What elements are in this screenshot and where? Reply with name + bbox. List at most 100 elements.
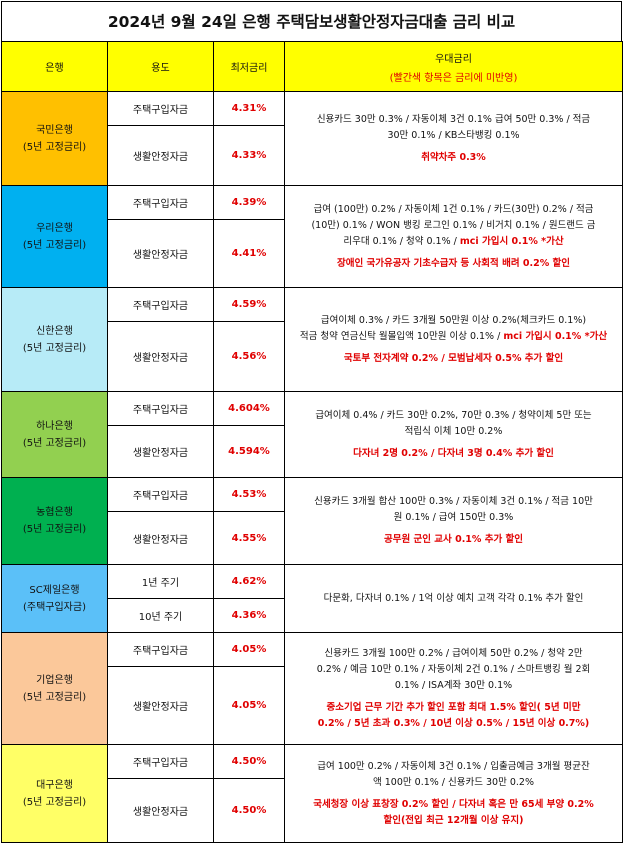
bank-rate-type: (주택구입자금)	[22, 601, 86, 613]
benefit-line: (10만) 0.1% / WON 뱅킹 로그인 0.1% / 비거치 0.1% …	[311, 219, 596, 231]
benefit-extra-line: 국토부 전자계약 0.2% / 모범납세자 0.5% 추가 할인	[343, 352, 564, 364]
bank-rate-type: (5년 고정금리)	[22, 239, 87, 251]
page-title: 2024년 9월 24일 은행 주택담보생활안정자금대출 금리 비교	[1, 1, 622, 41]
header-benefit: 우대금리 (빨간색 항목은 금리에 미반영)	[284, 41, 623, 92]
min-rate-cell: 4.50%	[213, 778, 285, 843]
usage-cell: 주택구입자금	[107, 185, 214, 220]
bank-name: SC제일은행	[29, 584, 80, 596]
bank-row: SC제일은행 (주택구입자금) 1년 주기 4.62% 다문화, 다자녀 0.1% / …	[1, 564, 623, 633]
benefit-line: 급여 (100만) 0.2% / 자동이체 1건 0.1% / 카드(30만) …	[313, 203, 594, 215]
benefit-line: 적립식 이체 10만 0.2%	[404, 425, 503, 437]
min-rate-cell: 4.59%	[213, 287, 285, 322]
bank-rate-type: (5년 고정금리)	[22, 796, 87, 808]
min-rate-cell: 4.50%	[213, 744, 285, 779]
usage-cell: 주택구입자금	[107, 91, 214, 126]
benefit-text: 신용카드 3개월 합산 100만 0.3% / 자동이체 3건 0.1% / 적…	[291, 494, 616, 526]
bank-row: 10년 주기 4.36%	[2, 598, 623, 633]
min-rate-cell: 4.33%	[213, 125, 285, 186]
benefit-extra-discount: 취약차주 0.3%	[291, 150, 616, 166]
bank-name: 대구은행	[36, 779, 73, 791]
benefit-extra-line: 취약차주 0.3%	[421, 151, 486, 163]
bank-row: 생활안정자금 4.55%	[2, 511, 623, 565]
usage-cell: 생활안정자금	[107, 321, 214, 392]
min-rate-cell: 4.41%	[213, 219, 285, 288]
min-rate-cell: 4.55%	[213, 511, 285, 565]
header-bank: 은행	[1, 41, 108, 92]
benefit-line: 급여 100만 0.2% / 자동이체 3건 0.1% / 입출금예금 3개월 …	[317, 760, 590, 772]
bank-row: 생활안정자금 4.33%	[2, 125, 623, 186]
benefit-text: 다문화, 다자녀 0.1% / 1억 이상 예치 고객 각각 0.1% 추가 할…	[291, 591, 616, 607]
benefit-extra-line: 공무원 군인 교사 0.1% 추가 할인	[383, 534, 524, 545]
benefit-cell: 급여 (100만) 0.2% / 자동이체 1건 0.1% / 카드(30만) …	[284, 185, 623, 288]
benefit-extra-discount: 국토부 전자계약 0.2% / 모범납세자 0.5% 추가 할인	[291, 351, 616, 367]
bank-name: 국민은행	[36, 124, 73, 136]
header-benefit-label: 우대금리	[435, 53, 472, 65]
bank-name-cell: SC제일은행 (주택구입자금)	[1, 564, 108, 633]
bank-name: 농협은행	[36, 507, 73, 518]
benefit-extra: mci 가입시 0.1% *가산	[503, 330, 608, 342]
benefit-cell: 급여이체 0.3% / 카드 3개월 50만원 이상 0.2%(체크카드 0.1…	[284, 287, 623, 392]
header-usage: 용도	[107, 41, 214, 92]
rate-table: 은행 용도 최저금리 우대금리 (빨간색 항목은 금리에 미반영) 국민은행 (5…	[1, 41, 623, 843]
bank-row: 대구은행 (5년 고정금리) 주택구입자금 4.50% 급여 100만 0.2% / 자…	[1, 744, 623, 843]
bank-rate-type: (5년 고정금리)	[22, 524, 87, 535]
bank-name-cell: 우리은행 (5년 고정금리)	[1, 185, 108, 288]
min-rate-cell: 4.05%	[213, 666, 285, 745]
bank-row: 농협은행 (5년 고정금리) 주택구입자금 4.53% 신용카드 3개월 합산 100만…	[1, 477, 623, 565]
usage-cell: 1년 주기	[107, 564, 214, 599]
bank-row: 생활안정자금 4.41%	[2, 219, 623, 288]
bank-name-cell: 국민은행 (5년 고정금리)	[1, 91, 108, 186]
bank-name-cell: 대구은행 (5년 고정금리)	[1, 744, 108, 843]
header-row: 은행 용도 최저금리 우대금리 (빨간색 항목은 금리에 미반영)	[1, 41, 623, 92]
rate-comparison-sheet: 2024년 9월 24일 은행 주택담보생활안정자금대출 금리 비교 은행 용도…	[1, 1, 623, 843]
bank-rate-type: (5년 고정금리)	[22, 437, 87, 449]
bank-name-cell: 하나은행 (5년 고정금리)	[1, 391, 108, 478]
benefit-cell: 급여 100만 0.2% / 자동이체 3건 0.1% / 입출금예금 3개월 …	[284, 744, 623, 843]
bank-name: 기업은행	[36, 674, 73, 686]
benefit-extra-discount: 장애인 국가유공자 기초수급자 등 사회적 배려 0.2% 할인	[291, 256, 616, 272]
usage-cell: 생활안정자금	[107, 666, 214, 745]
min-rate-cell: 4.53%	[213, 477, 285, 512]
benefit-line: 다문화, 다자녀 0.1% / 1억 이상 예치 고객 각각 0.1% 추가 할…	[323, 592, 584, 604]
usage-cell: 생활안정자금	[107, 425, 214, 478]
benefit-extra-line: 국세청장 이상 표창장 0.2% 할인 / 다자녀 혹은 만 65세 부양 0.…	[313, 798, 594, 810]
benefit-text: 급여이체 0.4% / 카드 30만 0.2%, 70만 0.3% / 청약이체…	[291, 408, 616, 440]
benefit-text: 신용카드 30만 0.3% / 자동이체 3건 0.1% 급여 50만 0.3%…	[291, 112, 616, 144]
benefit-cell: 신용카드 30만 0.3% / 자동이체 3건 0.1% 급여 50만 0.3%…	[284, 91, 623, 186]
benefit-extra-line: 장애인 국가유공자 기초수급자 등 사회적 배려 0.2% 할인	[336, 257, 571, 269]
benefit-extra-discount: 공무원 군인 교사 0.1% 추가 할인	[291, 532, 616, 548]
benefit-line: 신용카드 3개월 합산 100만 0.3% / 자동이체 3건 0.1% / 적…	[314, 496, 593, 507]
bank-name-cell: 농협은행 (5년 고정금리)	[1, 477, 108, 565]
benefit-text: 급여 100만 0.2% / 자동이체 3건 0.1% / 입출금예금 3개월 …	[291, 759, 616, 791]
min-rate-cell: 4.31%	[213, 91, 285, 126]
benefit-line: 급여이체 0.4% / 카드 30만 0.2%, 70만 0.3% / 청약이체…	[315, 409, 592, 421]
benefit-line: 0.2% / 예금 10만 0.1% / 자동이체 2건 0.1% / 스마트뱅…	[316, 663, 591, 675]
benefit-extra-line: 할인(전입 최근 12개월 이상 유지)	[383, 814, 524, 826]
bank-name: 하나은행	[36, 420, 73, 432]
benefit-line: 급여이체 0.3% / 카드 3개월 50만원 이상 0.2%(체크카드 0.1…	[320, 314, 587, 326]
bank-row: 신한은행 (5년 고정금리) 주택구입자금 4.59% 급여이체 0.3% / 카드 3…	[1, 287, 623, 392]
benefit-text: 급여이체 0.3% / 카드 3개월 50만원 이상 0.2%(체크카드 0.1…	[291, 313, 616, 345]
min-rate-cell: 4.604%	[213, 391, 285, 426]
header-benefit-note: (빨간색 항목은 금리에 미반영)	[389, 72, 518, 84]
min-rate-cell: 4.594%	[213, 425, 285, 478]
benefit-line: 원 0.1% / 급여 150만 0.3%	[393, 512, 514, 523]
usage-cell: 생활안정자금	[107, 778, 214, 843]
benefit-cell: 급여이체 0.4% / 카드 30만 0.2%, 70만 0.3% / 청약이체…	[284, 391, 623, 478]
usage-cell: 주택구입자금	[107, 391, 214, 426]
bank-name-cell: 기업은행 (5년 고정금리)	[1, 632, 108, 745]
min-rate-cell: 4.62%	[213, 564, 285, 599]
bank-row: 생활안정자금 4.05%	[2, 666, 623, 745]
benefit-extra-discount: 다자녀 2명 0.2% / 다자녀 3명 0.4% 추가 할인	[291, 446, 616, 462]
benefit-text: 신용카드 3개월 100만 0.2% / 급여이체 50만 0.2% / 청약 …	[291, 646, 616, 694]
benefit-extra-line: 중소기업 근무 기간 추가 할인 포함 최대 1.5% 할인( 5년 미만	[326, 701, 581, 713]
benefit-line: 적금 청약 연금신탁 월몰입액 10만원 이상 0.1% /	[299, 330, 501, 342]
min-rate-cell: 4.05%	[213, 632, 285, 667]
benefit-cell: 신용카드 3개월 100만 0.2% / 급여이체 50만 0.2% / 청약 …	[284, 632, 623, 745]
usage-cell: 생활안정자금	[107, 125, 214, 186]
benefit-line: 30만 0.1% / KB스타뱅킹 0.1%	[387, 129, 520, 141]
min-rate-cell: 4.56%	[213, 321, 285, 392]
min-rate-cell: 4.36%	[213, 598, 285, 633]
bank-row: 우리은행 (5년 고정금리) 주택구입자금 4.39% 급여 (100만) 0.2% /…	[1, 185, 623, 288]
usage-cell: 주택구입자금	[107, 287, 214, 322]
